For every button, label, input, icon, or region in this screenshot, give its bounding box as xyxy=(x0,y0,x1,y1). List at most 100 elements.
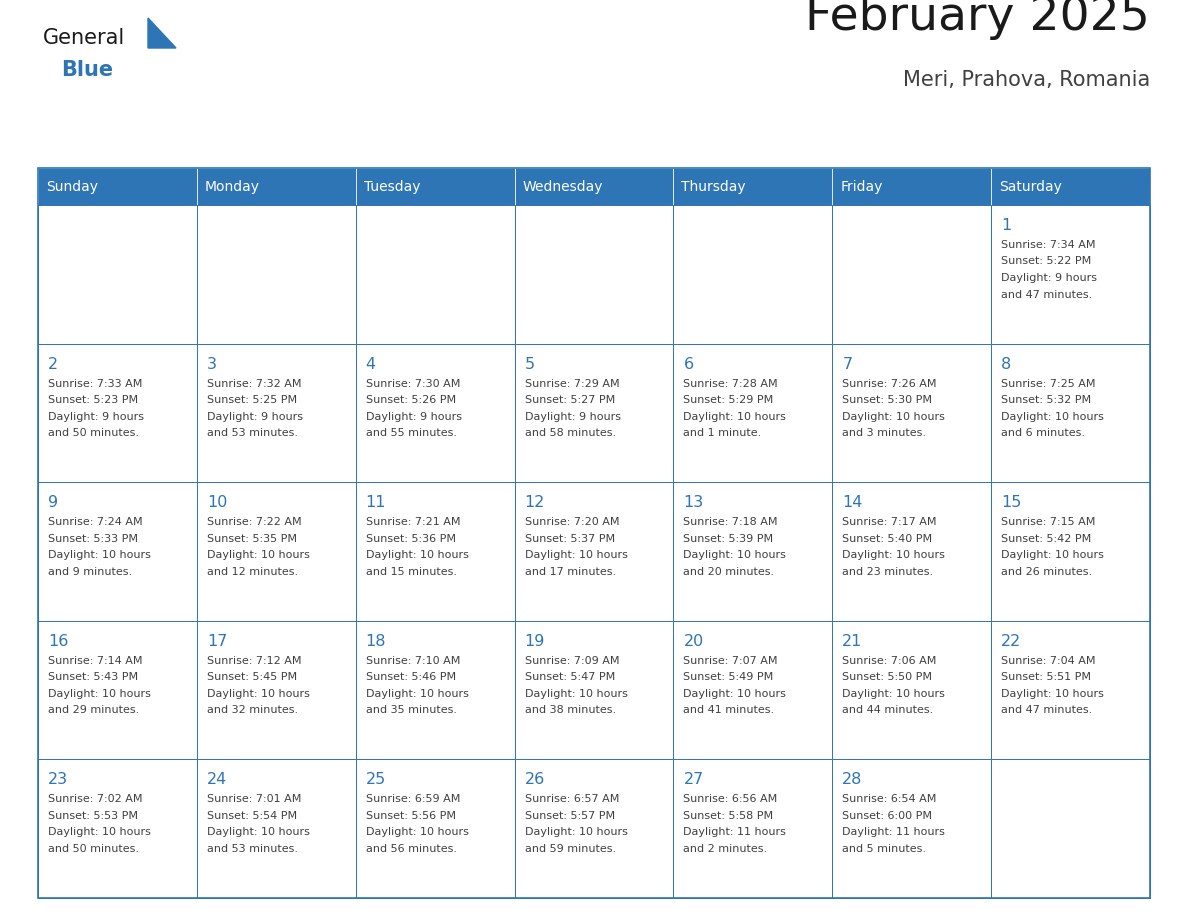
Text: Sunset: 5:39 PM: Sunset: 5:39 PM xyxy=(683,533,773,543)
Text: Sunset: 5:22 PM: Sunset: 5:22 PM xyxy=(1001,256,1092,266)
Text: 16: 16 xyxy=(48,633,69,649)
Text: Daylight: 10 hours: Daylight: 10 hours xyxy=(207,550,310,560)
Text: and 29 minutes.: and 29 minutes. xyxy=(48,705,139,715)
Text: and 15 minutes.: and 15 minutes. xyxy=(366,566,456,577)
Bar xyxy=(674,343,833,482)
Text: Sunrise: 7:34 AM: Sunrise: 7:34 AM xyxy=(1001,240,1095,250)
Bar xyxy=(514,343,674,482)
Text: Sunset: 5:50 PM: Sunset: 5:50 PM xyxy=(842,672,933,682)
Text: and 12 minutes.: and 12 minutes. xyxy=(207,566,298,577)
Bar xyxy=(38,621,197,759)
Text: Sunrise: 7:25 AM: Sunrise: 7:25 AM xyxy=(1001,378,1095,388)
Text: 27: 27 xyxy=(683,772,703,788)
Bar xyxy=(197,343,355,482)
Text: Daylight: 10 hours: Daylight: 10 hours xyxy=(207,688,310,699)
Text: and 32 minutes.: and 32 minutes. xyxy=(207,705,298,715)
Text: Daylight: 10 hours: Daylight: 10 hours xyxy=(683,688,786,699)
Text: 21: 21 xyxy=(842,633,862,649)
Text: Sunset: 6:00 PM: Sunset: 6:00 PM xyxy=(842,811,933,821)
Text: and 53 minutes.: and 53 minutes. xyxy=(207,428,298,438)
Text: and 9 minutes.: and 9 minutes. xyxy=(48,566,132,577)
Bar xyxy=(38,205,197,343)
Text: Sunrise: 7:15 AM: Sunrise: 7:15 AM xyxy=(1001,517,1095,527)
Text: and 50 minutes.: and 50 minutes. xyxy=(48,844,139,854)
Bar xyxy=(355,343,514,482)
Text: Sunrise: 7:04 AM: Sunrise: 7:04 AM xyxy=(1001,655,1095,666)
Text: and 56 minutes.: and 56 minutes. xyxy=(366,844,456,854)
Bar xyxy=(514,205,674,343)
Text: Sunrise: 6:56 AM: Sunrise: 6:56 AM xyxy=(683,794,778,804)
Bar xyxy=(514,482,674,621)
Bar xyxy=(38,482,197,621)
Text: and 20 minutes.: and 20 minutes. xyxy=(683,566,775,577)
Text: and 26 minutes.: and 26 minutes. xyxy=(1001,566,1092,577)
Bar xyxy=(991,482,1150,621)
Text: Sunset: 5:53 PM: Sunset: 5:53 PM xyxy=(48,811,138,821)
Text: 11: 11 xyxy=(366,495,386,510)
Text: 20: 20 xyxy=(683,633,703,649)
Text: Daylight: 10 hours: Daylight: 10 hours xyxy=(525,827,627,837)
Text: Monday: Monday xyxy=(204,180,260,194)
Text: 13: 13 xyxy=(683,495,703,510)
Text: Sunrise: 7:26 AM: Sunrise: 7:26 AM xyxy=(842,378,937,388)
Text: Sunrise: 7:02 AM: Sunrise: 7:02 AM xyxy=(48,794,143,804)
Text: Sunrise: 7:12 AM: Sunrise: 7:12 AM xyxy=(207,655,302,666)
Polygon shape xyxy=(148,18,176,48)
Text: 3: 3 xyxy=(207,356,217,372)
Text: Daylight: 11 hours: Daylight: 11 hours xyxy=(683,827,786,837)
Text: Daylight: 10 hours: Daylight: 10 hours xyxy=(48,827,151,837)
Text: Sunset: 5:26 PM: Sunset: 5:26 PM xyxy=(366,395,456,405)
Text: Sunrise: 6:57 AM: Sunrise: 6:57 AM xyxy=(525,794,619,804)
Bar xyxy=(355,205,514,343)
Text: Daylight: 10 hours: Daylight: 10 hours xyxy=(525,688,627,699)
Text: 1: 1 xyxy=(1001,218,1011,233)
Text: Sunset: 5:49 PM: Sunset: 5:49 PM xyxy=(683,672,773,682)
Text: and 6 minutes.: and 6 minutes. xyxy=(1001,428,1085,438)
Bar xyxy=(991,205,1150,343)
Text: 2: 2 xyxy=(48,356,58,372)
Text: 7: 7 xyxy=(842,356,853,372)
Text: Sunrise: 7:17 AM: Sunrise: 7:17 AM xyxy=(842,517,937,527)
Text: 15: 15 xyxy=(1001,495,1022,510)
Text: 18: 18 xyxy=(366,633,386,649)
Text: Saturday: Saturday xyxy=(999,180,1062,194)
Text: Sunrise: 7:30 AM: Sunrise: 7:30 AM xyxy=(366,378,460,388)
Text: Sunset: 5:37 PM: Sunset: 5:37 PM xyxy=(525,533,614,543)
Text: Sunrise: 6:59 AM: Sunrise: 6:59 AM xyxy=(366,794,460,804)
Text: 10: 10 xyxy=(207,495,227,510)
Text: 22: 22 xyxy=(1001,633,1022,649)
Text: Sunset: 5:47 PM: Sunset: 5:47 PM xyxy=(525,672,615,682)
Text: Daylight: 10 hours: Daylight: 10 hours xyxy=(1001,688,1104,699)
Text: 9: 9 xyxy=(48,495,58,510)
Text: Blue: Blue xyxy=(61,60,113,80)
Text: and 50 minutes.: and 50 minutes. xyxy=(48,428,139,438)
Text: Friday: Friday xyxy=(840,180,883,194)
Text: Daylight: 9 hours: Daylight: 9 hours xyxy=(525,411,620,421)
Text: Sunset: 5:32 PM: Sunset: 5:32 PM xyxy=(1001,395,1092,405)
Text: Daylight: 10 hours: Daylight: 10 hours xyxy=(842,550,946,560)
Text: Thursday: Thursday xyxy=(682,180,746,194)
Text: Daylight: 10 hours: Daylight: 10 hours xyxy=(48,550,151,560)
Text: Sunrise: 7:18 AM: Sunrise: 7:18 AM xyxy=(683,517,778,527)
Bar xyxy=(833,759,991,898)
Text: Daylight: 10 hours: Daylight: 10 hours xyxy=(366,688,468,699)
Bar xyxy=(991,759,1150,898)
Bar xyxy=(674,759,833,898)
Text: Daylight: 10 hours: Daylight: 10 hours xyxy=(207,827,310,837)
Text: General: General xyxy=(43,28,125,48)
Text: Daylight: 10 hours: Daylight: 10 hours xyxy=(525,550,627,560)
Text: and 47 minutes.: and 47 minutes. xyxy=(1001,289,1093,299)
Text: Wednesday: Wednesday xyxy=(523,180,604,194)
Bar xyxy=(833,621,991,759)
Text: and 55 minutes.: and 55 minutes. xyxy=(366,428,456,438)
Bar xyxy=(991,168,1150,205)
Text: Daylight: 10 hours: Daylight: 10 hours xyxy=(48,688,151,699)
Text: and 41 minutes.: and 41 minutes. xyxy=(683,705,775,715)
Text: Sunrise: 7:07 AM: Sunrise: 7:07 AM xyxy=(683,655,778,666)
Bar xyxy=(355,168,514,205)
Text: Sunrise: 7:22 AM: Sunrise: 7:22 AM xyxy=(207,517,302,527)
Text: Sunrise: 7:10 AM: Sunrise: 7:10 AM xyxy=(366,655,460,666)
Text: 23: 23 xyxy=(48,772,68,788)
Text: Sunset: 5:51 PM: Sunset: 5:51 PM xyxy=(1001,672,1091,682)
Text: Daylight: 10 hours: Daylight: 10 hours xyxy=(366,827,468,837)
